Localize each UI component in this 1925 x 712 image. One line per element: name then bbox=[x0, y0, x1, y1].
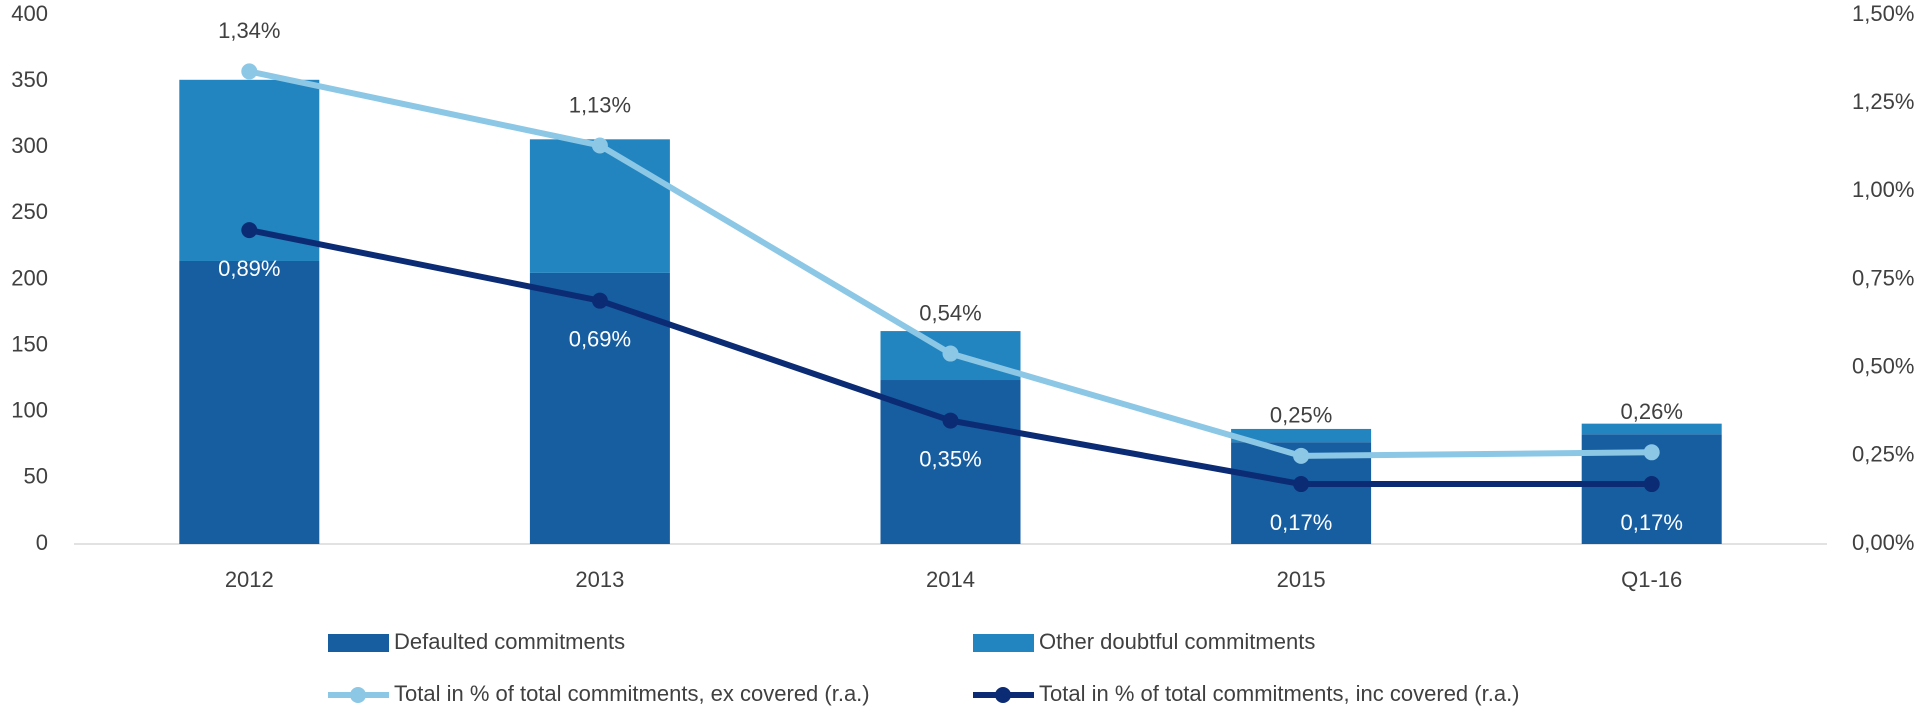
x-tick-label: 2014 bbox=[926, 567, 975, 592]
point bbox=[241, 222, 258, 239]
data-label: 0,35% bbox=[919, 446, 981, 471]
legend-swatch bbox=[328, 634, 389, 652]
legend-marker bbox=[995, 687, 1011, 703]
point bbox=[1643, 444, 1660, 461]
x-tick-label: 2012 bbox=[225, 567, 274, 592]
data-label: 0,26% bbox=[1621, 399, 1683, 424]
y2-tick-label: 1,00% bbox=[1852, 177, 1914, 202]
point bbox=[1293, 447, 1310, 464]
y-tick-label: 150 bbox=[11, 331, 48, 356]
x-tick-label: 2013 bbox=[575, 567, 624, 592]
x-tick-label: Q1-16 bbox=[1621, 567, 1682, 592]
y-tick-label: 50 bbox=[24, 464, 48, 489]
bar-segment bbox=[1581, 423, 1722, 435]
x-tick-label: 2015 bbox=[1277, 567, 1326, 592]
legend-marker bbox=[350, 687, 366, 703]
y-tick-label: 350 bbox=[11, 67, 48, 92]
data-label: 0,17% bbox=[1270, 510, 1332, 535]
bar-segment bbox=[179, 260, 320, 544]
legend-label: Total in % of total commitments, inc cov… bbox=[1039, 681, 1520, 706]
data-label: 0,17% bbox=[1621, 510, 1683, 535]
data-label: 0,69% bbox=[569, 326, 631, 351]
bar-segment bbox=[529, 139, 670, 273]
data-label: 0,54% bbox=[919, 300, 981, 325]
legend-swatch bbox=[973, 634, 1034, 652]
bar-segment bbox=[1231, 428, 1372, 443]
y-tick-label: 0 bbox=[36, 530, 48, 555]
y2-tick-label: 0,75% bbox=[1852, 265, 1914, 290]
data-label: 1,34% bbox=[218, 18, 280, 43]
point bbox=[1293, 476, 1310, 493]
point bbox=[1643, 476, 1660, 493]
y-tick-label: 400 bbox=[11, 1, 48, 26]
y2-tick-label: 1,50% bbox=[1852, 1, 1914, 26]
data-label: 0,89% bbox=[218, 256, 280, 281]
point bbox=[591, 292, 608, 309]
point bbox=[241, 63, 258, 80]
y2-tick-label: 0,50% bbox=[1852, 353, 1914, 378]
y-tick-label: 100 bbox=[11, 398, 48, 423]
point bbox=[591, 137, 608, 154]
y2-tick-label: 1,25% bbox=[1852, 89, 1914, 114]
y-tick-label: 200 bbox=[11, 265, 48, 290]
y-tick-label: 250 bbox=[11, 199, 48, 224]
y2-tick-label: 0,00% bbox=[1852, 530, 1914, 555]
legend-label: Other doubtful commitments bbox=[1039, 629, 1315, 654]
data-label: 0,25% bbox=[1270, 403, 1332, 428]
legend-label: Total in % of total commitments, ex cove… bbox=[394, 681, 870, 706]
y2-tick-label: 0,25% bbox=[1852, 442, 1914, 467]
y-tick-label: 300 bbox=[11, 133, 48, 158]
point bbox=[942, 412, 959, 429]
data-label: 1,13% bbox=[569, 92, 631, 117]
legend-label: Defaulted commitments bbox=[394, 629, 625, 654]
point bbox=[942, 345, 959, 362]
bar-segment bbox=[529, 272, 670, 544]
